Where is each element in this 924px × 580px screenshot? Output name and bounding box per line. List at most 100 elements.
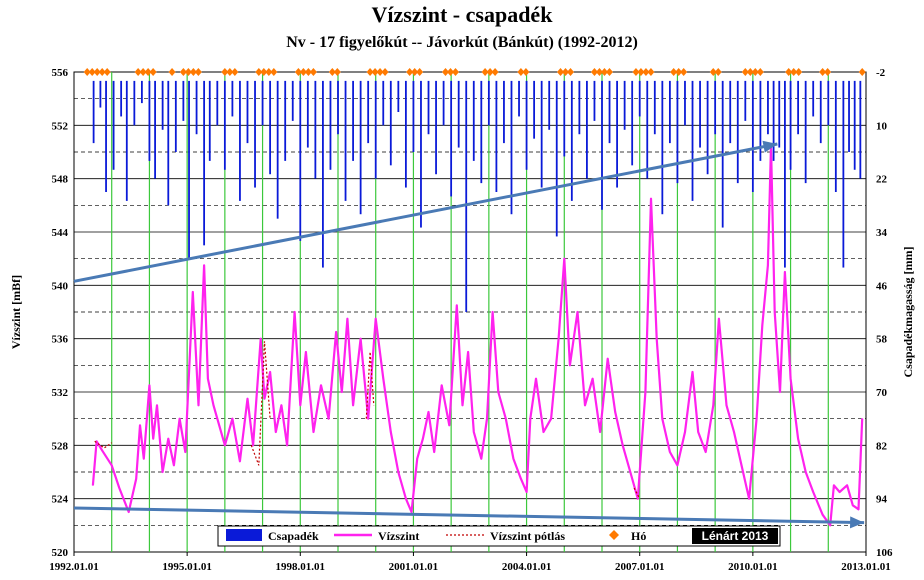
water-level-point [846,484,848,486]
precip-bar [239,80,241,201]
trend-arrow-head [762,140,778,153]
snow-marker [381,68,389,76]
x-tick-label: 1995.01.01 [162,561,212,573]
y2-tick-label: 34 [876,227,888,239]
water-level-point [614,411,616,413]
y2-axis-label: Csapadékmagasság [mm] [901,246,915,377]
water-level-point [152,438,154,440]
water-level-point [352,404,354,406]
snow-marker [680,68,688,76]
chart-title: Vízszint - csapadék [372,2,554,27]
precip-bar [684,80,686,126]
precip-bar [778,80,781,148]
precip-bar [661,80,664,215]
precip-bar [638,80,641,117]
water-level-point [341,391,343,393]
y-tick-label: 528 [52,440,69,452]
water-level-point [416,458,418,460]
x-tick-label: 2004.01.01 [502,561,552,573]
precip-bar [148,80,151,161]
water-level-point [839,491,841,493]
water-level-point [167,438,169,440]
water-level-point [197,404,200,406]
precip-bar [646,80,649,179]
precip-bar [120,80,123,117]
water-level-point [774,311,776,313]
precip-bar [570,80,573,201]
precip-bar [154,80,156,179]
water-level-point [246,398,249,400]
precip-bar [548,80,551,130]
snow-marker [333,68,341,76]
snow-marker [134,68,142,76]
water-level-point [833,484,835,486]
snow-marker [790,68,798,76]
x-tick-label: 2013.01.01 [841,561,891,573]
water-level-point [569,364,571,366]
snow-marker [600,68,608,76]
precip-bar [540,80,543,188]
water-level-point [697,431,699,433]
snow-marker [756,68,764,76]
legend-snow-label: Hó [631,529,646,543]
water-level-point [812,491,814,493]
y2-tick-label: -2 [876,67,886,79]
snow-marker [670,68,678,76]
trend-arrow-head [850,516,865,529]
y-axis-left: 520 524 528 532 536 540 544 548 552 556 [52,67,69,559]
snow-marker [481,68,489,76]
y-tick-label: 536 [52,334,69,346]
precip-bar [676,80,679,184]
water-level-point [748,498,750,500]
water-level-point [390,431,392,433]
y-tick-label: 544 [52,227,69,239]
legend-precip-swatch [226,529,262,541]
credit-badge [692,528,778,544]
precip-bar [112,80,115,170]
water-level-point [433,451,435,453]
y-axis-label: Vízszint [mBf] [9,275,23,349]
y-tick-label: 548 [52,174,69,186]
water-level-point [207,378,209,380]
water-level-point [542,431,545,433]
snow-marker [714,68,722,76]
precip-bar [480,80,483,184]
precip-bar [359,80,362,215]
water-level-point [239,460,241,462]
snow-marker [486,68,494,76]
precip-bar [533,80,536,139]
water-level-point [101,450,103,452]
water-level-point [299,404,301,406]
snow-marker [98,68,106,76]
snow-marker [642,68,650,76]
snow-marker [446,68,454,76]
precip-bar [578,80,581,135]
water-level-point [676,464,679,466]
snow-marker [168,68,176,76]
y-tick-label: 532 [52,387,69,399]
precip-bar [284,80,287,161]
legend-box [217,525,781,547]
snow-marker [184,68,192,76]
precip-bar [797,80,800,135]
snow-marker [517,68,525,76]
water-level-point [607,358,609,360]
precip-bar [859,80,862,179]
snow-marker [255,68,263,76]
water-level-point [218,424,220,426]
credit-text: Lénárt 2013 [702,529,769,543]
precip-bar [487,80,490,126]
snow-marker [824,68,832,76]
water-level-point [767,264,769,266]
precip-bar [133,80,136,126]
water-level-point [139,424,141,426]
legend-precip-label: Csapadék [268,529,319,543]
snow-marker [858,68,866,76]
water-level-point [328,418,330,420]
precip-bar [216,80,219,126]
precip-bar [92,80,95,144]
precip-bar [195,80,198,135]
water-level-point [203,264,205,266]
precip-bar [819,80,822,144]
precip-bar [834,80,837,192]
